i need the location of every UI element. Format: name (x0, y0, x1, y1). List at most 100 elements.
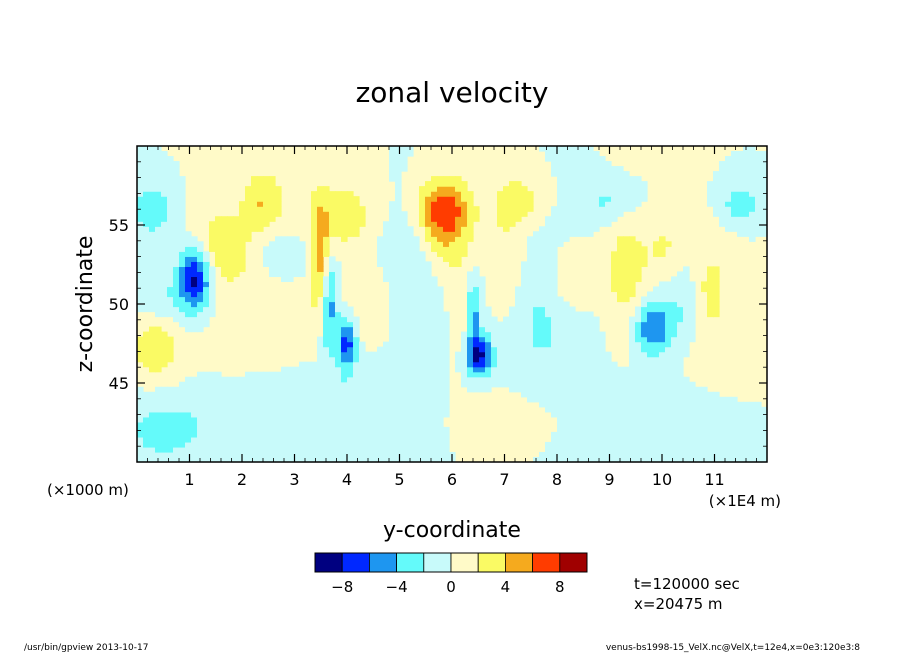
heatmap-cell (149, 291, 156, 298)
heatmap-cell (569, 351, 576, 358)
heatmap-cell (623, 286, 630, 293)
heatmap-cell (149, 326, 156, 333)
heatmap-cell (599, 176, 606, 182)
heatmap-cell (629, 451, 636, 458)
heatmap-cell (713, 201, 720, 207)
heatmap-cell (521, 271, 528, 278)
heatmap-cell (551, 286, 558, 293)
heatmap-cell (167, 336, 174, 343)
heatmap-cell (311, 191, 318, 197)
heatmap-cell (341, 231, 348, 237)
heatmap-cell (563, 231, 570, 237)
heatmap-cell (527, 341, 534, 348)
heatmap-cell (161, 431, 168, 438)
heatmap-cell (701, 411, 708, 418)
heatmap-cell (239, 256, 246, 262)
heatmap-cell (335, 196, 342, 202)
heatmap-cell (251, 206, 258, 212)
heatmap-cell (275, 191, 282, 197)
heatmap-cell (671, 406, 678, 413)
heatmap-cell (719, 406, 726, 413)
heatmap-cell (629, 271, 636, 278)
heatmap-cell (401, 366, 408, 373)
heatmap-cell (689, 286, 696, 293)
heatmap-cell (281, 421, 288, 428)
heatmap-cell (431, 191, 438, 197)
heatmap-cell (521, 346, 528, 353)
heatmap-cell (551, 316, 558, 323)
heatmap-cell (347, 336, 354, 343)
heatmap-cell (275, 386, 282, 393)
heatmap-cell (563, 161, 570, 167)
heatmap-cell (431, 241, 438, 247)
heatmap-cell (305, 361, 312, 368)
heatmap-cell (317, 256, 324, 262)
heatmap-cell (599, 371, 606, 378)
heatmap-cell (239, 221, 246, 227)
heatmap-cell (641, 246, 648, 252)
heatmap-cell (269, 436, 276, 443)
heatmap-cell (287, 386, 294, 393)
heatmap-cell (437, 431, 444, 438)
heatmap-cell (563, 371, 570, 378)
heatmap-cell (689, 336, 696, 343)
heatmap-cell (629, 356, 636, 363)
heatmap-cell (749, 166, 756, 172)
heatmap-cell (557, 196, 564, 202)
heatmap-cell (299, 451, 306, 458)
heatmap-cell (557, 146, 564, 152)
heatmap-cell (653, 301, 660, 308)
heatmap-cell (263, 416, 270, 423)
heatmap-cell (299, 456, 306, 463)
heatmap-cell (437, 411, 444, 418)
heatmap-cell (347, 386, 354, 393)
heatmap-cell (155, 436, 162, 443)
heatmap-cell (263, 221, 270, 227)
heatmap-cell (209, 426, 216, 433)
heatmap-cell (137, 256, 144, 262)
heatmap-cell (149, 171, 156, 177)
heatmap-cell (683, 291, 690, 298)
heatmap-cell (377, 406, 384, 413)
heatmap-cell (143, 181, 150, 187)
heatmap-cell (389, 246, 396, 252)
heatmap-cell (575, 226, 582, 232)
heatmap-cell (425, 406, 432, 413)
heatmap-cell (539, 376, 546, 383)
heatmap-cell (359, 211, 366, 217)
heatmap-cell (569, 151, 576, 157)
heatmap-cell (545, 351, 552, 358)
heatmap-cell (581, 426, 588, 433)
heatmap-cell (689, 331, 696, 338)
heatmap-cell (629, 256, 636, 262)
heatmap-cell (689, 451, 696, 458)
heatmap-cell (197, 276, 204, 283)
heatmap-cell (479, 296, 486, 303)
heatmap-cell (257, 181, 264, 187)
heatmap-cell (647, 361, 654, 368)
heatmap-cell (623, 191, 630, 197)
heatmap-cell (179, 431, 186, 438)
heatmap-cell (377, 391, 384, 398)
heatmap-cell (539, 396, 546, 403)
heatmap-cell (137, 341, 144, 348)
heatmap-cell (665, 291, 672, 298)
heatmap-cell (611, 196, 618, 202)
heatmap-cell (395, 291, 402, 298)
heatmap-cell (539, 296, 546, 303)
heatmap-cell (359, 451, 366, 458)
heatmap-cell (671, 381, 678, 388)
heatmap-cell (251, 401, 258, 408)
heatmap-cell (545, 341, 552, 348)
heatmap-cell (257, 401, 264, 408)
heatmap-cell (407, 336, 414, 343)
heatmap-cell (179, 441, 186, 448)
heatmap-cell (215, 451, 222, 458)
heatmap-cell (605, 216, 612, 222)
heatmap-cell (473, 306, 480, 313)
heatmap-cell (305, 441, 312, 448)
heatmap-cell (143, 206, 150, 212)
heatmap-cell (557, 191, 564, 197)
heatmap-cell (407, 326, 414, 333)
heatmap-cell (725, 176, 732, 182)
